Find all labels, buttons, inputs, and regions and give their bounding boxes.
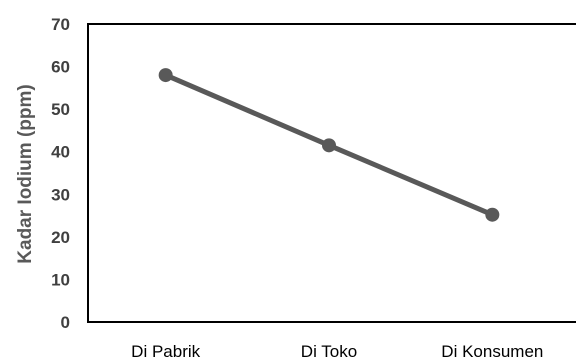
- y-tick-label: 30: [51, 185, 70, 204]
- y-tick-label: 50: [51, 100, 70, 119]
- plot-frame: [87, 23, 576, 323]
- data-point: [322, 138, 336, 153]
- y-tick-label: 70: [51, 15, 70, 34]
- y-tick-label: 40: [51, 143, 70, 162]
- x-category-label: Di Toko: [301, 342, 357, 361]
- y-tick-label: 20: [51, 228, 70, 247]
- y-axis-title: Kadar Iodium (ppm): [15, 84, 36, 263]
- x-category-label: Di Pabrik: [131, 342, 200, 361]
- y-tick-label: 60: [51, 58, 70, 77]
- y-tick-label: 0: [61, 313, 70, 332]
- x-axis-labels: Di Pabrik Di Toko Di Konsumen: [131, 342, 543, 361]
- x-category-label: Di Konsumen: [441, 342, 543, 361]
- series-group: [158, 68, 500, 222]
- y-tick-label: 10: [51, 270, 70, 289]
- data-point: [485, 207, 500, 222]
- y-axis-ticks: 0 10 20 30 40 50 60 70: [51, 15, 70, 332]
- data-point: [158, 68, 173, 83]
